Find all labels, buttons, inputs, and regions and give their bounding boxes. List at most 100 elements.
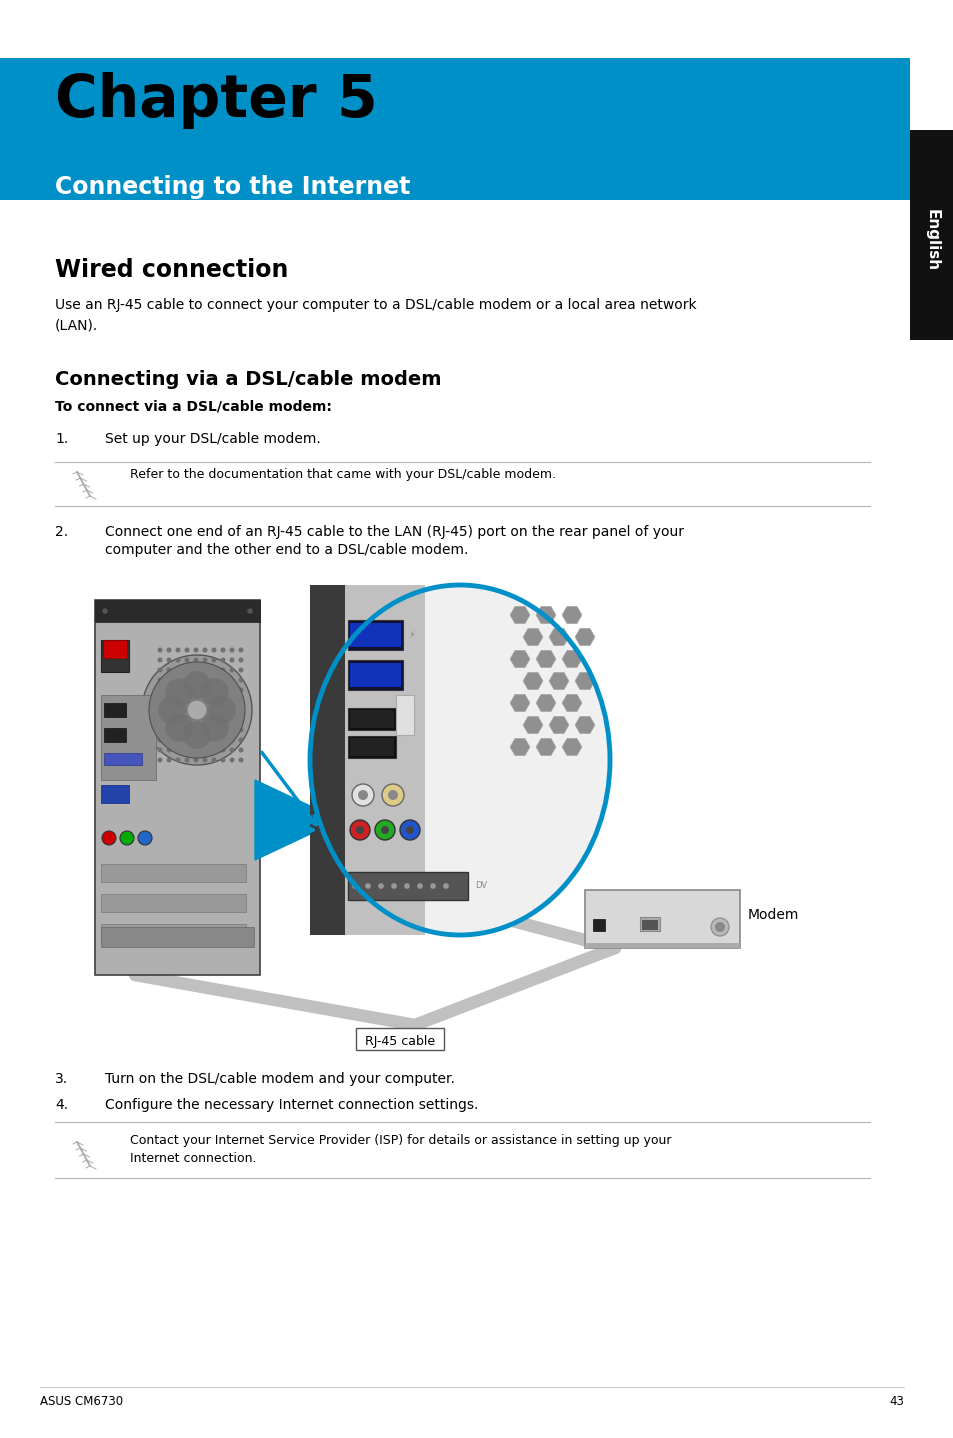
Circle shape [200,713,229,742]
Bar [350,738,394,756]
Circle shape [184,718,190,722]
Circle shape [193,697,198,703]
Circle shape [220,748,225,752]
Circle shape [157,657,162,663]
Bar [348,707,395,731]
Bar [593,919,604,930]
Circle shape [230,707,234,712]
Circle shape [183,672,211,699]
Circle shape [352,784,374,807]
Circle shape [175,647,180,653]
Circle shape [184,667,190,673]
Circle shape [167,748,172,752]
Circle shape [220,667,225,673]
Circle shape [184,657,190,663]
Circle shape [120,831,133,846]
Circle shape [220,738,225,742]
Circle shape [230,657,234,663]
Circle shape [375,820,395,840]
Circle shape [380,825,389,834]
Text: Set up your DSL/cable modem.: Set up your DSL/cable modem. [105,431,320,446]
Circle shape [175,728,180,732]
Circle shape [220,677,225,683]
Circle shape [184,728,190,732]
Bar [104,754,142,765]
Text: Wired connection: Wired connection [55,257,288,282]
Circle shape [416,883,422,889]
Text: Connect one end of an RJ-45 cable to the LAN (RJ-45) port on the rear panel of y: Connect one end of an RJ-45 cable to the… [105,525,683,539]
Text: To connect via a DSL/cable modem:: To connect via a DSL/cable modem: [55,400,332,414]
Bar [104,728,126,742]
Circle shape [193,748,198,752]
Bar [639,917,659,930]
Circle shape [142,654,252,765]
Circle shape [167,728,172,732]
Text: Internet connection.: Internet connection. [130,1152,256,1165]
Circle shape [202,718,208,722]
Circle shape [202,647,208,653]
Circle shape [377,883,384,889]
Bar [101,925,246,942]
Circle shape [187,700,207,720]
Circle shape [184,707,190,712]
Circle shape [202,707,208,712]
Circle shape [165,679,193,706]
Circle shape [184,687,190,693]
Circle shape [391,883,396,889]
Circle shape [167,707,172,712]
Circle shape [230,647,234,653]
Circle shape [200,679,229,706]
Circle shape [175,697,180,703]
Bar [0,58,909,200]
Circle shape [230,728,234,732]
Circle shape [202,758,208,762]
Circle shape [381,784,403,807]
Circle shape [220,687,225,693]
Bar [101,640,129,672]
Bar [310,585,345,935]
Circle shape [175,738,180,742]
Circle shape [352,883,357,889]
Circle shape [157,647,162,653]
Circle shape [193,758,198,762]
Bar [348,620,402,650]
Bar [95,600,260,623]
Text: Connecting via a DSL/cable modem: Connecting via a DSL/cable modem [55,370,441,390]
Text: 3.: 3. [55,1071,68,1086]
Circle shape [193,667,198,673]
Text: Configure the necessary Internet connection settings.: Configure the necessary Internet connect… [105,1099,477,1112]
Circle shape [212,758,216,762]
Bar [101,864,246,881]
Circle shape [138,831,152,846]
Circle shape [193,707,198,712]
Circle shape [157,677,162,683]
Bar [95,600,260,975]
Text: 43: 43 [888,1395,903,1408]
Circle shape [167,697,172,703]
Circle shape [208,696,235,723]
Circle shape [357,789,368,800]
Text: Turn on the DSL/cable modem and your computer.: Turn on the DSL/cable modem and your com… [105,1071,455,1086]
Bar [350,623,400,647]
Circle shape [388,789,397,800]
Circle shape [238,748,243,752]
Circle shape [202,728,208,732]
Bar [355,1028,443,1050]
Circle shape [193,657,198,663]
Circle shape [238,677,243,683]
Circle shape [167,738,172,742]
Circle shape [167,687,172,693]
Circle shape [157,697,162,703]
Circle shape [175,657,180,663]
Circle shape [238,758,243,762]
Circle shape [212,697,216,703]
Circle shape [238,738,243,742]
Circle shape [183,720,211,749]
Circle shape [157,687,162,693]
Circle shape [175,718,180,722]
Circle shape [184,758,190,762]
Circle shape [167,677,172,683]
Bar [101,894,246,912]
Circle shape [175,687,180,693]
Bar [101,695,156,779]
